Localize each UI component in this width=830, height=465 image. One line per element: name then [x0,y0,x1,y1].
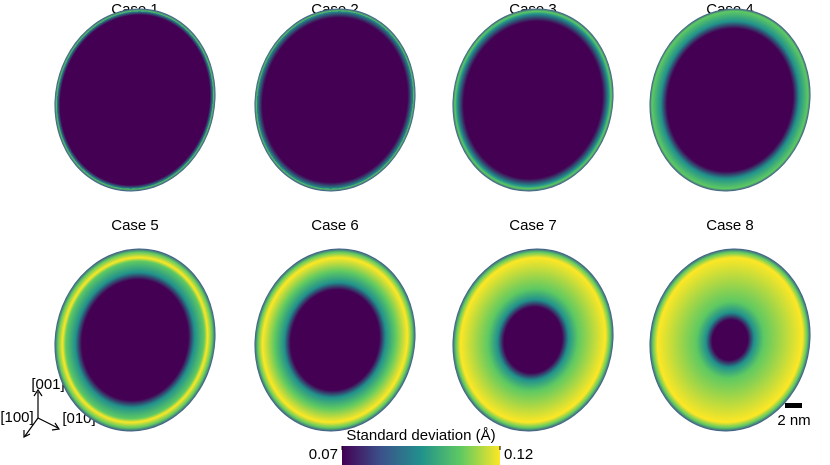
panel-title: Case 8 [706,217,754,234]
colorbar [342,446,500,465]
particle-map [254,8,416,192]
particle-map [649,248,811,432]
colorbar-tick-label: 0.12 [504,446,533,463]
particle-map [452,248,614,432]
axis-label: [100] [0,409,33,426]
scale-bar [785,403,802,408]
axis-label: [001] [31,376,64,393]
panel-title: Case 5 [111,217,159,234]
particle-map [452,8,614,192]
panel-title: Case 7 [509,217,557,234]
particle-map [649,8,811,192]
particle-map [254,248,416,432]
axes-triad [23,388,61,438]
colorbar-tick-label: 0.07 [309,446,338,463]
particle-map [54,248,216,432]
particle-map [54,8,216,192]
colorbar-label: Standard deviation (Å) [346,427,495,444]
scale-bar-label: 2 nm [777,412,810,429]
panel-title: Case 6 [311,217,359,234]
